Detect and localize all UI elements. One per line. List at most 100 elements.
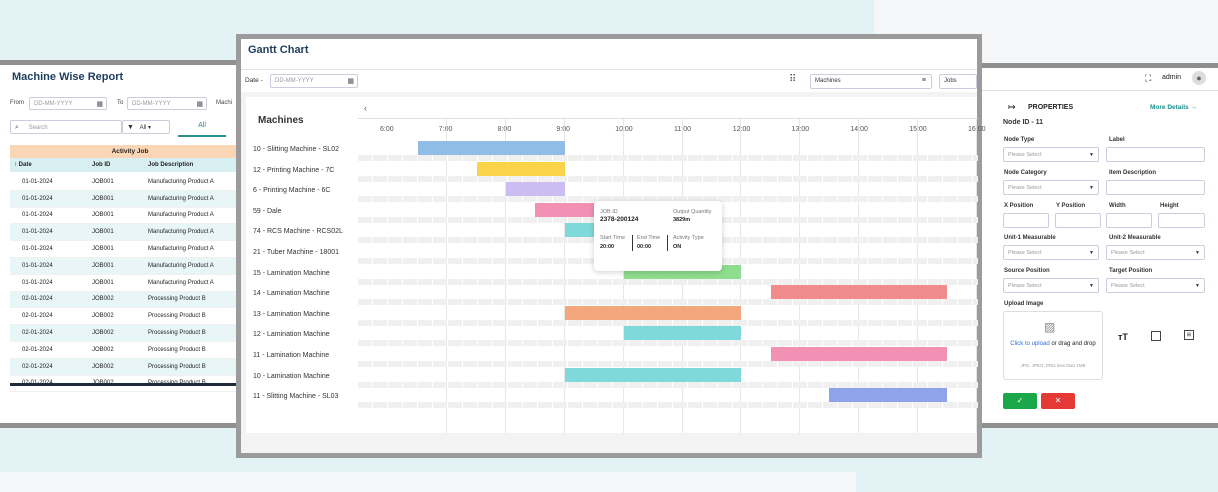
hour-tick-label: 13:00 (791, 126, 810, 133)
table-row[interactable]: 02-01-2024 JOB002 Processing Product B (10, 308, 250, 326)
machines-select[interactable]: Machines ≡ (810, 74, 932, 89)
gantt-job-bar[interactable] (770, 285, 947, 300)
avatar-icon[interactable]: ● (1192, 71, 1206, 85)
chevron-down-icon: ▼ (1089, 283, 1094, 289)
click-to-upload-link[interactable]: Click to upload (1010, 341, 1050, 347)
table-scrollbar[interactable] (10, 383, 250, 386)
square-tool-icon[interactable] (1151, 331, 1161, 341)
machine-label: Machi (216, 100, 233, 106)
node-category-label: Node Category (1004, 170, 1047, 176)
table-row[interactable]: 02-01-2024 JOB002 Processing Product B (10, 358, 250, 376)
cell-job-id: JOB002 (92, 330, 114, 337)
machine-lane (358, 340, 978, 347)
chevron-down-icon: ▼ (1089, 152, 1094, 158)
background-panel-bottom (0, 472, 856, 492)
gantt-job-bar[interactable] (564, 305, 742, 320)
gantt-footer (246, 433, 977, 453)
column-header-job-description[interactable]: Job Description (148, 162, 194, 168)
arrow-right-icon: → (1190, 104, 1197, 111)
filter-dropdown[interactable]: ▼ All ▾ (122, 120, 170, 134)
column-header-date[interactable]: ↑ Date (14, 162, 32, 168)
height-input[interactable] (1158, 213, 1205, 228)
source-position-select[interactable]: Please Select ▼ (1003, 278, 1099, 293)
table-row[interactable]: 01-01-2024 JOB001 Manufacturing Product A (10, 190, 250, 208)
search-input[interactable]: ⌕ Search (10, 120, 122, 134)
cell-job-id: JOB001 (92, 212, 114, 219)
grid-view-icon[interactable]: ⠿ (789, 74, 797, 85)
width-input[interactable] (1106, 213, 1152, 228)
tooltip-qty: 3829m (673, 217, 691, 223)
gantt-job-bar[interactable] (417, 141, 565, 155)
tooltip-job-id: 2378-200124 (600, 216, 639, 223)
table-row[interactable]: 01-01-2024 JOB001 Manufacturing Product A (10, 241, 250, 258)
file-hint: JPG, JPEG, PNG less than 1MB (1020, 363, 1086, 368)
unit2-select[interactable]: Please Select ▼ (1106, 245, 1205, 260)
x-position-input[interactable] (1003, 213, 1049, 228)
table-header: ↑ Date Job ID Job Description (10, 158, 250, 172)
admin-username: admin (1162, 74, 1182, 81)
hour-gridline (916, 119, 918, 435)
grid-tool-icon[interactable]: ⊞ (1184, 330, 1194, 340)
table-row[interactable]: 01-01-2024 JOB001 Manufacturing Product A (10, 174, 250, 191)
cell-job-id: JOB001 (92, 229, 114, 236)
to-date-input[interactable]: DD-MM-YYYY ▦ (127, 97, 207, 110)
hour-gridline (505, 119, 507, 435)
unit1-select[interactable]: Please Select ▼ (1003, 245, 1099, 260)
tab-all[interactable]: All (178, 119, 226, 137)
gantt-date-input[interactable]: DD-MM-YYYY ▦ (270, 74, 358, 88)
node-type-select[interactable]: Please Select ▼ (1003, 147, 1099, 162)
table-row[interactable]: 02-01-2024 JOB002 Processing Product B (10, 291, 250, 309)
item-description-input[interactable] (1106, 180, 1205, 195)
hour-tick-label: 7:00 (439, 126, 453, 133)
jobs-select[interactable]: Jobs (939, 74, 977, 89)
hour-tick-label: 16:00 (968, 126, 986, 133)
table-row[interactable]: 01-01-2024 JOB001 Manufacturing Product A (10, 275, 250, 292)
collapse-panel-icon[interactable]: ↦ (1008, 102, 1016, 112)
text-tool-icon[interactable]: ᴛT (1118, 332, 1128, 342)
gantt-title: Gantt Chart (248, 44, 309, 56)
tooltip-type-label: Activity Type (673, 235, 704, 241)
upload-image-label: Upload Image (1004, 301, 1044, 307)
cell-date: 01-01-2024 (22, 229, 53, 236)
gantt-job-bar[interactable] (829, 388, 947, 403)
machine-row-label: 14 - Lamination Machine (253, 290, 330, 298)
column-header-job-id[interactable]: Job ID (92, 162, 111, 168)
timeline-axis (358, 118, 978, 119)
calendar-icon: ▦ (96, 101, 103, 108)
source-position-label: Source Position (1004, 268, 1050, 274)
table-row[interactable]: 01-01-2024 JOB001 Manufacturing Product A (10, 208, 250, 225)
from-date-input[interactable]: DD-MM-YYYY ▦ (29, 97, 107, 110)
cell-date: 02-01-2024 (22, 330, 53, 337)
machine-lane (358, 402, 978, 409)
gantt-job-bar[interactable] (564, 367, 742, 382)
width-label: Width (1109, 203, 1126, 209)
machine-lane (358, 319, 978, 326)
confirm-button[interactable]: ✓ (1003, 393, 1037, 409)
label-input[interactable] (1106, 147, 1205, 162)
table-row[interactable]: 01-01-2024 JOB001 Manufacturing Product A (10, 257, 250, 275)
y-position-label: Y Position (1056, 203, 1086, 209)
gantt-job-bar[interactable] (770, 347, 947, 361)
chevron-left-icon[interactable]: ‹ (364, 103, 367, 113)
table-row[interactable]: 02-01-2024 JOB002 Processing Product B (10, 325, 250, 342)
gantt-job-bar[interactable] (506, 182, 565, 197)
cell-job-description: Processing Product B (148, 346, 206, 353)
more-details-link[interactable]: More Details → (1150, 104, 1197, 111)
table-row[interactable]: 02-01-2024 JOB002 Processing Product B (10, 342, 250, 359)
gantt-job-bar[interactable] (476, 161, 565, 176)
tooltip-job-id-label: JOB ID (600, 209, 618, 215)
gantt-job-bar[interactable] (623, 326, 742, 341)
report-title: Machine Wise Report (12, 71, 124, 83)
node-category-select[interactable]: Please Select ▼ (1003, 180, 1099, 195)
tooltip-type: ON (673, 244, 682, 250)
machine-row-label: 11 - Slitting Machine - SL03 (253, 393, 339, 401)
upload-dropzone[interactable]: ▨ Click to upload or drag and drop JPG, … (1003, 311, 1103, 380)
cell-date: 01-01-2024 (22, 246, 53, 253)
target-position-select[interactable]: Please Select ▼ (1106, 278, 1205, 293)
y-position-input[interactable] (1055, 213, 1101, 228)
fullscreen-icon[interactable]: ⛶ (1145, 73, 1152, 83)
cancel-button[interactable]: ✕ (1041, 393, 1075, 409)
node-type-label: Node Type (1004, 137, 1035, 143)
table-row[interactable]: 01-01-2024 JOB001 Manufacturing Product A (10, 224, 250, 242)
